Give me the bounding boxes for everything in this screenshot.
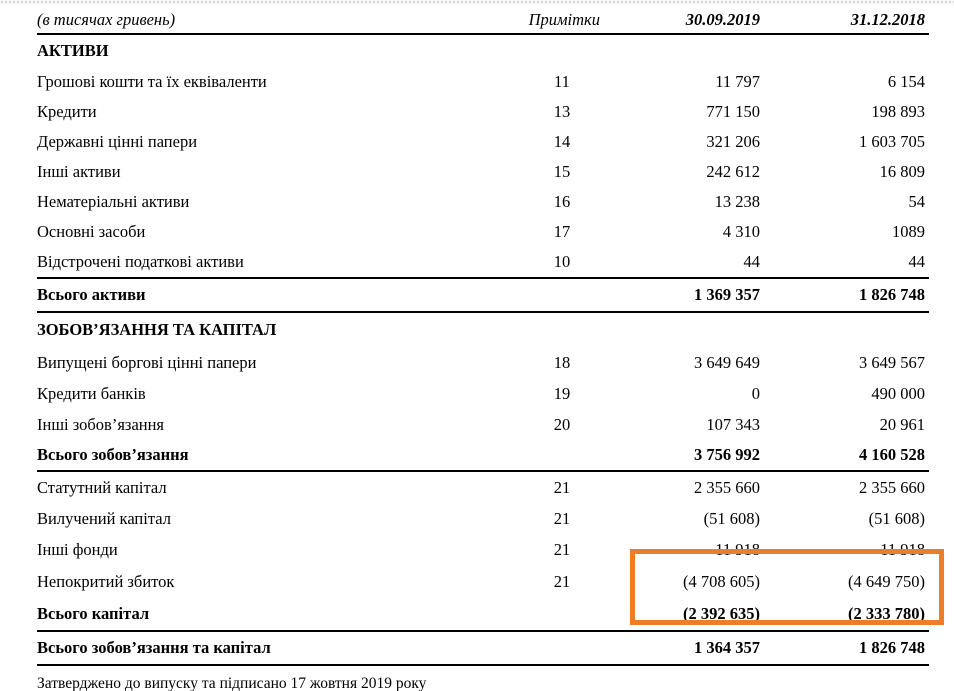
table-row: Інші активи 15 242 612 16 809: [37, 162, 925, 181]
total-row-liabilities-and-capital: Всього зобов’язання та капітал 1 364 357…: [37, 632, 929, 666]
page-edge-texture: [0, 0, 954, 5]
total-row-assets: Всього активи 1 369 357 1 826 748: [37, 277, 929, 313]
table-row: Нематеріальні активи 16 13 238 54: [37, 192, 925, 211]
table-header-row: (в тисячах гривень) Примітки 30.09.2019 …: [37, 7, 929, 35]
table-row: Кредити 13 771 150 198 893: [37, 102, 925, 121]
approval-note: Затверджено до випуску та підписано 17 ж…: [37, 675, 427, 691]
section-header-assets: АКТИВИ: [37, 41, 109, 60]
table-row: Відстрочені податкові активи 10 44 44: [37, 252, 925, 271]
total-row-liabilities: Всього зобов’язання 3 756 992 4 160 528: [37, 440, 929, 472]
table-row: Кредити банків 19 0 490 000: [37, 383, 925, 403]
table-row: Інші фонди 21 11 918 11 918: [37, 539, 925, 559]
balance-sheet-table: (в тисячах гривень) Примітки 30.09.2019 …: [37, 7, 929, 691]
table-row: Вилучений капітал 21 (51 608) (51 608): [37, 508, 925, 528]
table-row: Державні цінні папери 14 321 206 1 603 7…: [37, 132, 925, 151]
table-row: Інші зобов’язання 20 107 343 20 961: [37, 414, 925, 434]
units-label: (в тисячах гривень): [37, 10, 176, 29]
table-row: Статутний капітал 21 2 355 660 2 355 660: [37, 477, 925, 497]
table-row: Основні засоби 17 4 310 1089: [37, 222, 925, 241]
total-row-capital: Всього капітал (2 392 635) (2 333 780): [37, 598, 929, 632]
table-row: Грошові кошти та їх еквіваленти 11 11 79…: [37, 72, 925, 91]
notes-column-header: Примітки: [528, 10, 600, 29]
table-row-uncovered-loss: Непокритий збиток 21 (4 708 605) (4 649 …: [37, 571, 925, 591]
period-2-column-header: 31.12.2018: [850, 10, 925, 29]
period-1-column-header: 30.09.2019: [685, 10, 760, 29]
table-row: Випущені боргові цінні папери 18 3 649 6…: [37, 352, 925, 372]
section-header-liabilities-capital: ЗОБОВ’ЯЗАННЯ ТА КАПІТАЛ: [37, 320, 277, 339]
